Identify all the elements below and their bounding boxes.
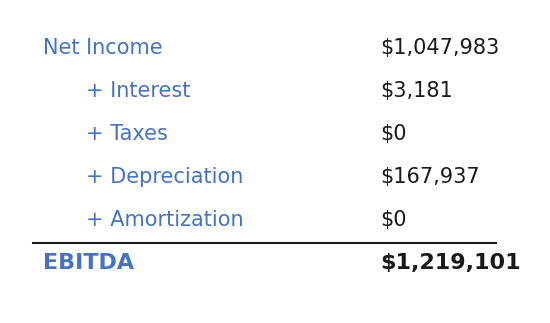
- Text: + Depreciation: + Depreciation: [86, 167, 243, 187]
- Text: + Taxes: + Taxes: [86, 124, 167, 144]
- Text: $0: $0: [380, 210, 406, 230]
- Text: + Interest: + Interest: [86, 81, 190, 101]
- Text: $0: $0: [380, 124, 406, 144]
- Text: + Amortization: + Amortization: [86, 210, 243, 230]
- Text: EBITDA: EBITDA: [43, 253, 135, 273]
- Text: $1,047,983: $1,047,983: [380, 38, 499, 58]
- Text: $3,181: $3,181: [380, 81, 453, 101]
- Text: $1,219,101: $1,219,101: [380, 253, 521, 273]
- Text: $167,937: $167,937: [380, 167, 480, 187]
- Text: Net Income: Net Income: [43, 38, 163, 58]
